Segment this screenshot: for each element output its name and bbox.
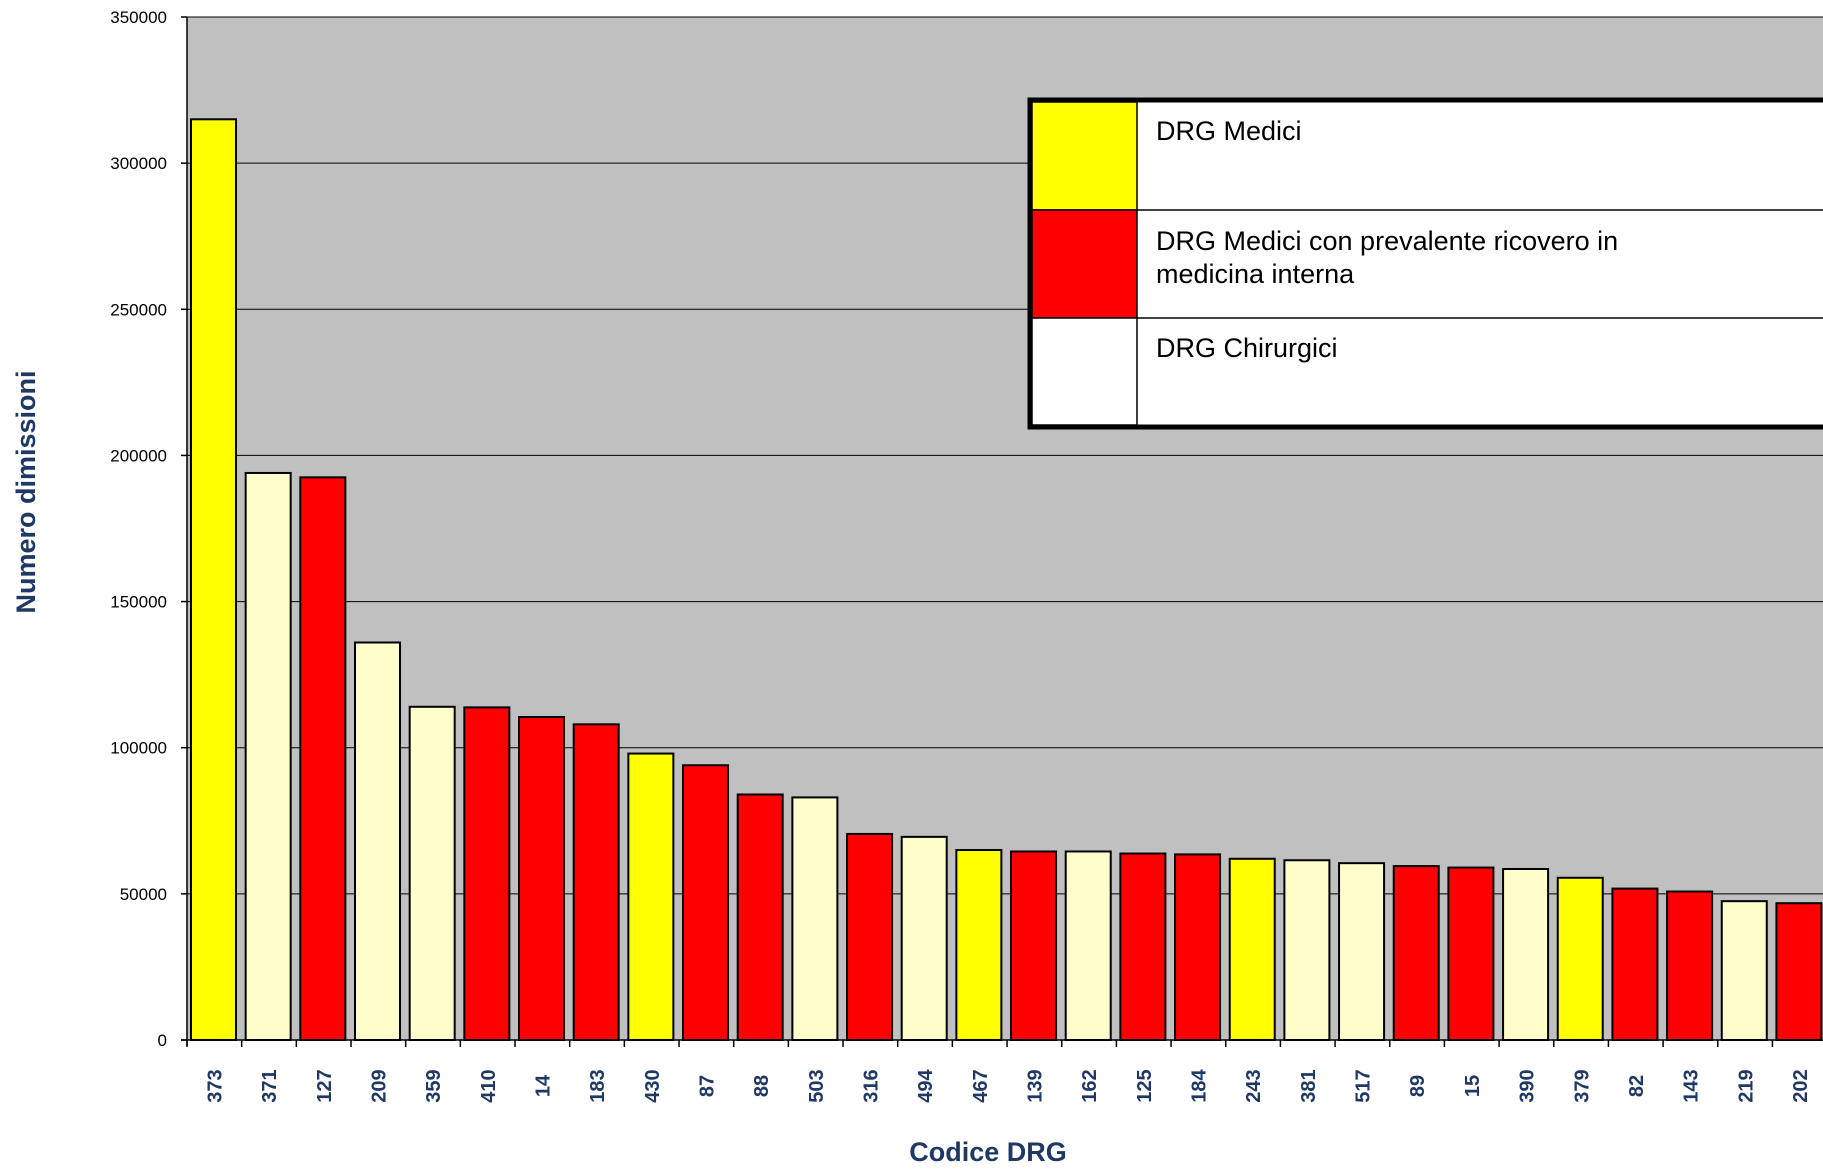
x-tick-label: 219 bbox=[1735, 1069, 1757, 1102]
bar-517 bbox=[1338, 862, 1386, 1041]
x-tick-label: 125 bbox=[1134, 1069, 1156, 1102]
legend-label-medicina-interna-line2: medicina interna bbox=[1156, 259, 1355, 289]
x-axis-ticks: 373 371 127 209 359 410 14 183 430 87 88 503 316 494 4… bbox=[186, 1040, 1812, 1103]
bar-139 bbox=[1010, 850, 1058, 1041]
x-tick-label: 371 bbox=[259, 1069, 281, 1102]
x-tick-label: 127 bbox=[314, 1069, 336, 1102]
x-tick-label: 184 bbox=[1189, 1068, 1211, 1102]
bar-15 bbox=[1447, 866, 1495, 1042]
axes bbox=[181, 17, 1823, 1046]
x-tick-label: 183 bbox=[587, 1069, 609, 1102]
x-tick-label: 390 bbox=[1517, 1069, 1539, 1102]
y-tick-label: 50000 bbox=[120, 885, 167, 904]
bar-373 bbox=[190, 118, 237, 1042]
x-tick-label: 162 bbox=[1079, 1069, 1101, 1102]
bar-183 bbox=[572, 723, 620, 1041]
y-tick-label: 300000 bbox=[110, 154, 167, 173]
y-axis-title: Numero dimissioni bbox=[11, 370, 41, 613]
bar-143 bbox=[1666, 890, 1714, 1041]
bar-410 bbox=[463, 706, 511, 1041]
x-tick-label: 467 bbox=[970, 1069, 992, 1102]
y-tick-label: 0 bbox=[158, 1031, 167, 1050]
x-tick-label: 88 bbox=[751, 1075, 773, 1097]
y-tick-label: 250000 bbox=[110, 300, 167, 319]
bar-503 bbox=[791, 796, 839, 1041]
y-axis-ticks: 0 50000 100000 150000 200000 250000 300000 3500… bbox=[110, 8, 187, 1050]
bar-359 bbox=[408, 705, 456, 1042]
x-tick-label: 202 bbox=[1790, 1069, 1812, 1102]
bar-184 bbox=[1174, 853, 1222, 1041]
bar-219 bbox=[1720, 900, 1768, 1042]
bar-82 bbox=[1611, 887, 1659, 1042]
bar-14 bbox=[518, 716, 566, 1041]
legend-label-chirurgici: DRG Chirurgici bbox=[1156, 333, 1338, 363]
bar-316 bbox=[846, 832, 894, 1042]
y-tick-label: 100000 bbox=[110, 739, 167, 758]
legend-label-medicina-interna: DRG Medici con prevalente ricovero in me… bbox=[1156, 226, 1626, 289]
y-tick-label: 200000 bbox=[110, 446, 167, 465]
x-tick-label: 359 bbox=[423, 1069, 445, 1102]
legend-swatch-chirurgici bbox=[1031, 317, 1138, 426]
bar-379 bbox=[1556, 876, 1604, 1041]
bar-243 bbox=[1228, 857, 1276, 1041]
x-tick-label: 381 bbox=[1298, 1069, 1320, 1102]
x-tick-label: 503 bbox=[806, 1069, 828, 1102]
bar-202 bbox=[1775, 902, 1823, 1041]
bar-390 bbox=[1502, 868, 1550, 1042]
x-tick-label: 494 bbox=[915, 1068, 937, 1102]
x-tick-label: 379 bbox=[1571, 1069, 1593, 1102]
x-tick-label: 316 bbox=[861, 1069, 883, 1102]
x-tick-label: 14 bbox=[533, 1074, 555, 1097]
x-axis-title: Codice DRG bbox=[909, 1137, 1067, 1167]
y-tick-label: 150000 bbox=[110, 593, 167, 612]
bar-162 bbox=[1064, 850, 1112, 1041]
x-tick-label: 373 bbox=[205, 1069, 227, 1102]
bar-87 bbox=[682, 764, 730, 1041]
bar-88 bbox=[736, 793, 784, 1041]
x-tick-label: 410 bbox=[478, 1069, 500, 1102]
x-tick-label: 82 bbox=[1626, 1075, 1648, 1097]
y-tick-label: 350000 bbox=[110, 8, 167, 27]
bar-209 bbox=[354, 641, 402, 1042]
x-tick-label: 430 bbox=[642, 1069, 664, 1102]
legend-label-medicina-interna-line1: DRG Medici con prevalente ricovero in bbox=[1156, 226, 1618, 256]
x-tick-label: 139 bbox=[1025, 1069, 1047, 1102]
x-tick-label: 209 bbox=[369, 1069, 391, 1102]
legend-label-medici: DRG Medici bbox=[1156, 116, 1302, 146]
bar-371 bbox=[244, 471, 292, 1042]
x-tick-label: 517 bbox=[1353, 1069, 1375, 1102]
bar-89 bbox=[1392, 865, 1440, 1042]
bar-125 bbox=[1119, 852, 1167, 1042]
bar-430 bbox=[627, 752, 675, 1041]
legend-box bbox=[1027, 97, 1823, 430]
x-tick-label: 89 bbox=[1407, 1075, 1429, 1097]
legend-swatch-medici bbox=[1031, 101, 1138, 211]
x-tick-label: 243 bbox=[1243, 1069, 1265, 1102]
x-tick-label: 15 bbox=[1462, 1075, 1484, 1097]
bar-494 bbox=[900, 835, 948, 1042]
x-tick-label: 143 bbox=[1681, 1069, 1703, 1102]
x-tick-label: 87 bbox=[697, 1075, 719, 1097]
bar-467 bbox=[955, 849, 1003, 1041]
legend: DRG Medici DRG Medici con prevalente ric… bbox=[1027, 97, 1823, 430]
bar-381 bbox=[1283, 859, 1331, 1041]
legend-swatch-medicina-interna bbox=[1031, 209, 1138, 319]
bar-127 bbox=[299, 476, 347, 1042]
